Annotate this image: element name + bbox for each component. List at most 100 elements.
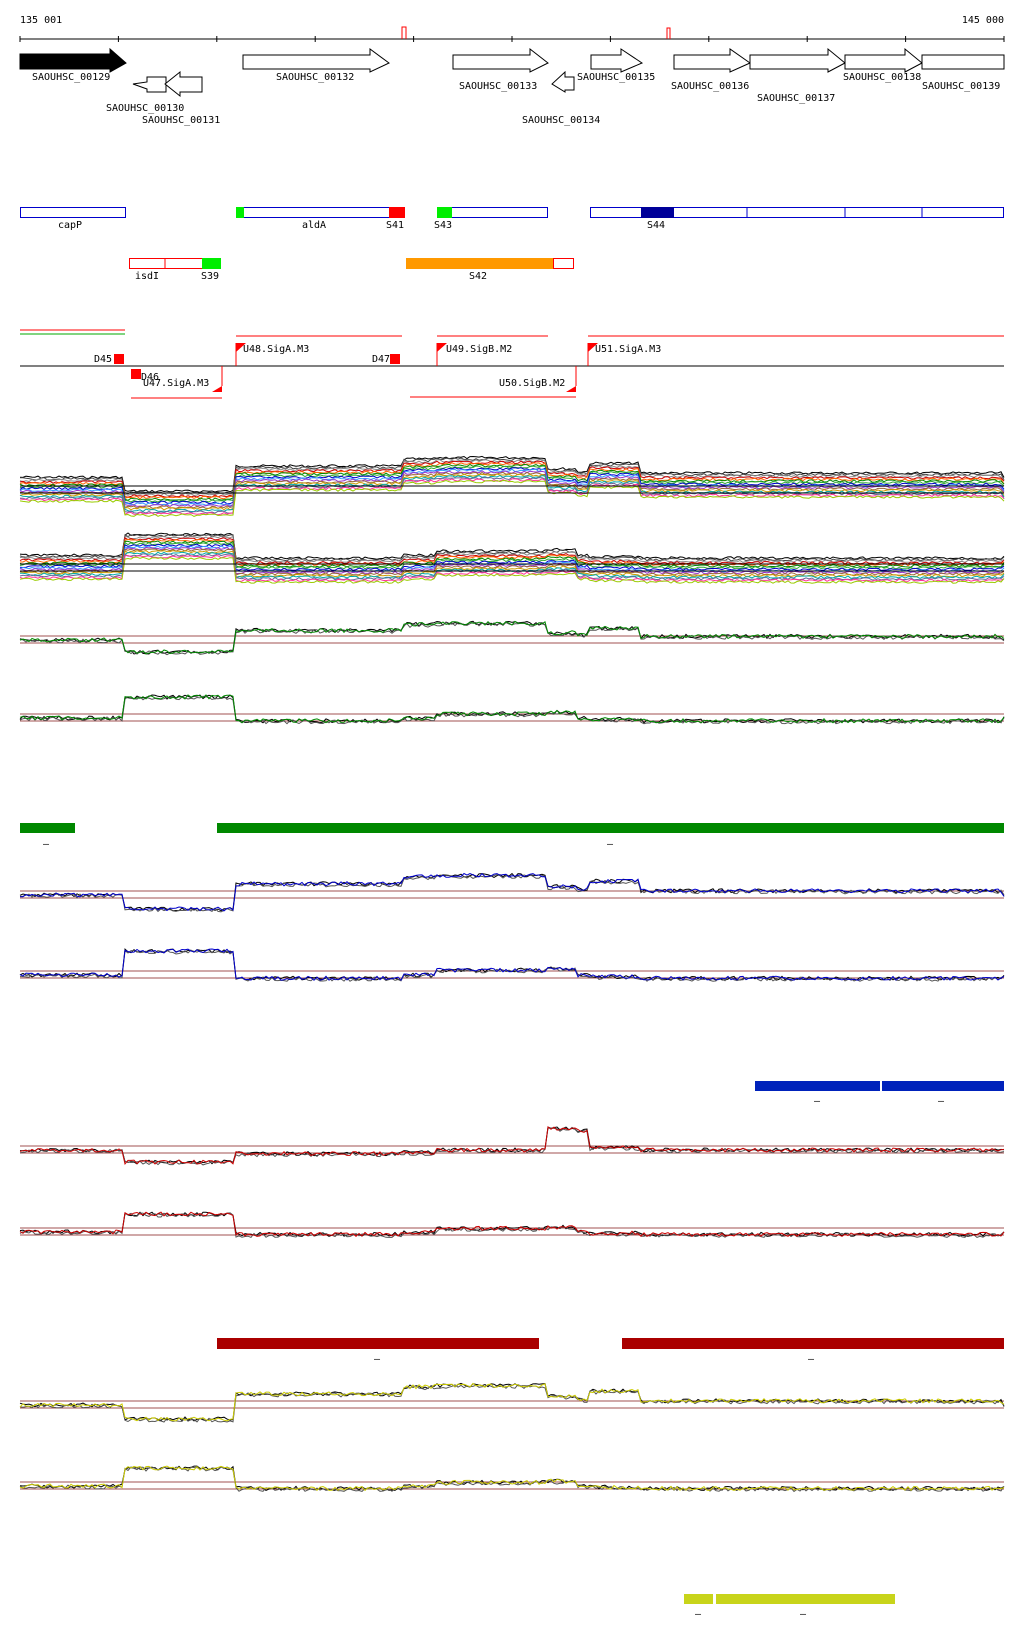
gene-label: SAOUHSC_00139 (922, 81, 1000, 92)
feature-box[interactable] (236, 207, 405, 218)
profile-line (19, 1382, 1005, 1422)
feature-box[interactable] (20, 207, 126, 218)
segment-bar[interactable] (622, 1338, 1004, 1349)
gene-arrow[interactable] (452, 47, 549, 73)
segment-bar[interactable] (882, 1081, 1004, 1091)
promoter-flag[interactable] (437, 343, 447, 352)
terminator-marker[interactable] (131, 369, 141, 379)
expression-tracks (19, 455, 1005, 1493)
profile-line (20, 872, 1005, 912)
profile-line (19, 532, 1005, 560)
gene-label: SAOUHSC_00135 (577, 72, 655, 83)
segment-bar[interactable] (217, 823, 1004, 833)
ruler-marker (401, 26, 407, 39)
profile-line (19, 1383, 1005, 1423)
segment-bar[interactable] (20, 823, 75, 833)
gene-arrow[interactable] (673, 48, 752, 73)
profile-line (19, 1211, 1005, 1237)
profile-line (19, 535, 1005, 563)
gene-label: SAOUHSC_00130 (106, 103, 184, 114)
profile-line (19, 541, 1005, 570)
promoter-flag[interactable] (566, 386, 576, 392)
profile-line (19, 455, 1005, 493)
profile-line (19, 694, 1005, 724)
terminator-marker[interactable] (114, 354, 124, 364)
profile-blue-minus (19, 948, 1005, 982)
profile-line (19, 467, 1005, 505)
profile-blue-plus (19, 872, 1005, 913)
feature-label: aldA (302, 220, 326, 231)
segment-bar[interactable] (716, 1594, 895, 1604)
coordinate-ruler: 135 001 145 000 (19, 15, 1005, 42)
gene-label: SAOUHSC_00132 (276, 72, 354, 83)
profile-line (19, 874, 1005, 913)
profile-line (19, 1465, 1005, 1492)
feature-box[interactable] (437, 207, 548, 218)
gene-arrow[interactable] (164, 70, 203, 98)
promoter-label: D47 (372, 354, 390, 365)
promoter-label: D46 (141, 372, 159, 383)
gene-label: SAOUHSC_00137 (757, 93, 835, 104)
gene-label: SAOUHSC_00133 (459, 81, 537, 92)
profile-line (19, 621, 1005, 656)
segment-track-green: – – (20, 823, 1004, 850)
profile-line (19, 620, 1005, 655)
gene-arrow[interactable] (590, 48, 644, 73)
segment-bar[interactable] (217, 1338, 539, 1349)
profile-line (19, 548, 1005, 576)
segment-track-red: – – (217, 1338, 1004, 1365)
segment-bar[interactable] (755, 1081, 880, 1091)
gene-arrow[interactable] (749, 47, 846, 73)
profile-line (20, 949, 1005, 982)
profile-line (19, 620, 1005, 655)
feature-sRNA-block[interactable] (202, 258, 221, 269)
terminator-marker[interactable] (390, 354, 400, 364)
promoter-label: U48.SigA.M3 (243, 344, 309, 355)
coordinate-end-label: 145 000 (962, 15, 1004, 26)
profile-line (19, 550, 1005, 578)
segment-mark: – (800, 1609, 807, 1620)
gene-arrow[interactable] (242, 48, 390, 73)
segment-mark: – (374, 1354, 381, 1365)
ruler-ticks (19, 36, 1005, 42)
promoter-label: U47.SigA.M3 (143, 378, 209, 389)
promoter-label: D45 (94, 354, 112, 365)
feature-sRNA-block[interactable] (406, 258, 553, 269)
profile-line (19, 1126, 1005, 1165)
gene-arrow[interactable] (921, 54, 1005, 70)
feature-track: capP aldA S41 S43 S44 isdI S39 S42 (20, 207, 1004, 282)
feature-sRNA-block[interactable] (437, 207, 452, 218)
feature-sRNA-block[interactable] (641, 207, 674, 218)
segment-mark: – (938, 1096, 945, 1107)
gene-arrow[interactable] (844, 47, 923, 73)
segment-bar[interactable] (684, 1594, 713, 1604)
promoter-flag[interactable] (212, 386, 222, 392)
profile-line (19, 534, 1005, 562)
profile-line (20, 538, 1005, 567)
feature-label: S39 (201, 271, 219, 282)
profile-line (19, 463, 1005, 501)
gene-arrow[interactable] (19, 47, 127, 73)
gene-arrow[interactable] (132, 76, 167, 93)
feature-label: S43 (434, 220, 452, 231)
profile-line (19, 540, 1005, 568)
promoter-flag[interactable] (588, 343, 598, 352)
segment-mark: – (607, 839, 614, 850)
feature-box (553, 258, 574, 269)
gene-label: SAOUHSC_00134 (522, 115, 600, 126)
coordinate-start-label: 135 001 (20, 15, 62, 26)
promoter-flag[interactable] (236, 343, 246, 352)
gene-label: SAOUHSC_00136 (671, 81, 749, 92)
profile-line (19, 1465, 1005, 1492)
profile-green-minus (19, 694, 1005, 725)
feature-sRNA-block[interactable] (389, 207, 405, 218)
gene-track: SAOUHSC_00129 SAOUHSC_00130 SAOUHSC_0013… (19, 47, 1005, 126)
profile-yellow-minus (19, 1465, 1005, 1493)
feature-box[interactable] (590, 207, 1004, 218)
segment-mark: – (695, 1609, 702, 1620)
gene-arrow[interactable] (551, 70, 575, 93)
profile-green-plus (19, 620, 1005, 656)
segment-track-yellow: – – (684, 1594, 895, 1620)
promoter-label: U49.SigB.M2 (446, 344, 512, 355)
